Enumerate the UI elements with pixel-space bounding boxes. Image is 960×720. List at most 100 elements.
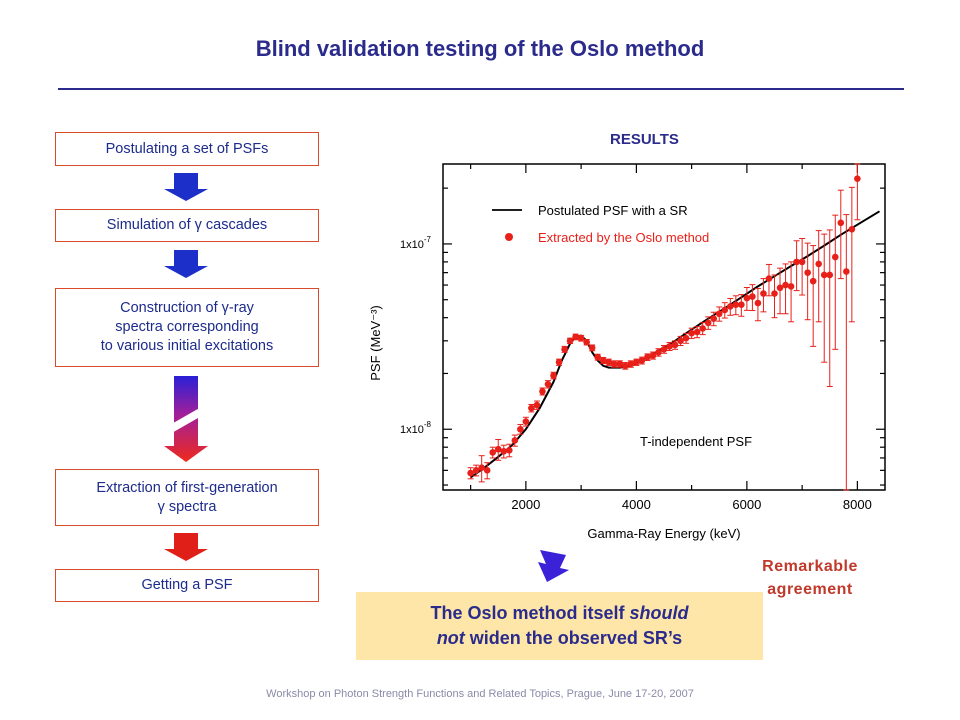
flow-step-simulate-cascades: Simulation of γ cascades <box>55 209 319 242</box>
footer-text: Workshop on Photon Strength Functions an… <box>266 688 694 700</box>
data-point <box>804 269 811 276</box>
data-point <box>539 388 546 395</box>
flow-step-label: spectra corresponding <box>115 319 259 335</box>
flow-step-label: Construction of γ-ray <box>120 300 254 316</box>
data-point <box>671 341 679 349</box>
data-point <box>760 290 767 297</box>
data-point <box>754 299 762 307</box>
data-point <box>660 346 668 353</box>
remark-line: Remarkable <box>762 558 858 575</box>
data-point <box>517 425 524 433</box>
data-point <box>649 352 657 359</box>
conclusion-emphasis: should <box>629 603 689 623</box>
data-point <box>561 346 568 353</box>
legend-dot-marker <box>505 233 513 241</box>
data-point <box>622 362 629 370</box>
data-point <box>837 219 845 227</box>
slide-title: Blind validation testing of the Oslo met… <box>255 36 705 61</box>
data-point <box>831 253 839 261</box>
legend-postulated-label: Postulated PSF with a SR <box>538 203 688 218</box>
data-point <box>522 418 530 425</box>
data-point <box>848 225 856 233</box>
data-point <box>776 284 784 292</box>
remark-text: Remarkable agreement <box>740 555 880 601</box>
results-heading: RESULTS <box>610 131 679 148</box>
data-point <box>738 301 745 308</box>
data-point <box>677 337 684 345</box>
data-point <box>494 445 502 453</box>
data-point <box>771 290 778 297</box>
data-point <box>616 360 624 368</box>
data-point <box>749 293 756 300</box>
flow-step-construct-spectra: Construction of γ-ray spectra correspond… <box>55 288 319 367</box>
title-underline <box>58 88 904 90</box>
arrow-down-icon <box>164 173 208 201</box>
data-point <box>721 306 729 314</box>
flow-step-label: Simulation of γ cascades <box>106 217 268 233</box>
flow-step-extract-first-generation: Extraction of first-generation γ spectra <box>55 469 319 526</box>
data-point <box>605 358 613 366</box>
conclusion-box: The Oslo method itself should not widen … <box>356 592 763 660</box>
data-point <box>820 271 828 279</box>
data-point <box>588 344 596 352</box>
legend-postulated-extra: with a SR <box>631 203 688 218</box>
data-point <box>782 281 789 289</box>
data-point <box>638 357 646 364</box>
data-point <box>666 343 673 350</box>
data-point <box>787 283 795 290</box>
data-point <box>704 319 712 327</box>
data-point <box>843 268 850 275</box>
data-point <box>798 258 806 266</box>
data-point <box>610 360 618 368</box>
data-point <box>511 437 519 444</box>
flow-step-label: γ spectra <box>157 498 217 515</box>
data-point <box>594 353 601 361</box>
flow-step-label: Getting a PSF <box>141 577 233 593</box>
data-point <box>854 175 861 182</box>
psf-chart: 2000 4000 6000 8000 1x10-8 1x10-7 Gamma-Ray E… <box>368 163 886 541</box>
data-point <box>483 467 491 474</box>
data-point <box>644 353 651 361</box>
plot-frame <box>442 163 886 491</box>
data-point <box>743 294 751 302</box>
data-point <box>544 380 552 388</box>
data-point <box>809 277 817 285</box>
chart-annotation: T-independent PSF <box>640 434 752 449</box>
data-point <box>793 258 800 266</box>
data-point <box>765 275 773 282</box>
data-point <box>682 334 690 342</box>
flow-step-label: Postulating a set of PSFs <box>105 140 269 157</box>
x-tick-label: 4000 <box>622 497 651 512</box>
flow-step-label: Extraction of first-generation <box>96 479 278 496</box>
data-point <box>506 446 513 454</box>
data-point <box>599 357 607 364</box>
data-point <box>688 329 695 337</box>
data-point <box>550 372 557 379</box>
arrow-down-icon <box>164 533 208 561</box>
data-point <box>467 469 474 477</box>
data-point <box>715 310 723 318</box>
data-point <box>500 448 508 455</box>
results-arrow-icon <box>538 550 569 582</box>
arrow-break-icon <box>168 402 212 434</box>
x-tick-label: 6000 <box>732 497 761 512</box>
data-point <box>655 349 662 356</box>
data-point <box>627 360 635 368</box>
data-point <box>533 401 541 409</box>
flow-step-postulate-psfs: Postulating a set of PSFs <box>55 132 319 166</box>
data-point <box>572 333 579 341</box>
x-tick-label: 2000 <box>511 497 540 512</box>
data-point <box>472 467 480 474</box>
data-point <box>528 404 535 412</box>
y-tick-label: 1x10-8 <box>400 420 432 436</box>
data-point <box>815 260 822 268</box>
data-point <box>478 464 485 472</box>
flow-step-label: to various initial excitations <box>100 338 274 354</box>
x-tick-label: 8000 <box>843 497 872 512</box>
x-axis-label: Gamma-Ray Energy (keV) <box>587 526 740 541</box>
data-point <box>693 328 701 336</box>
conclusion-line-1: The Oslo method itself should <box>430 603 689 623</box>
data-point <box>555 358 563 366</box>
data-point <box>710 315 718 322</box>
